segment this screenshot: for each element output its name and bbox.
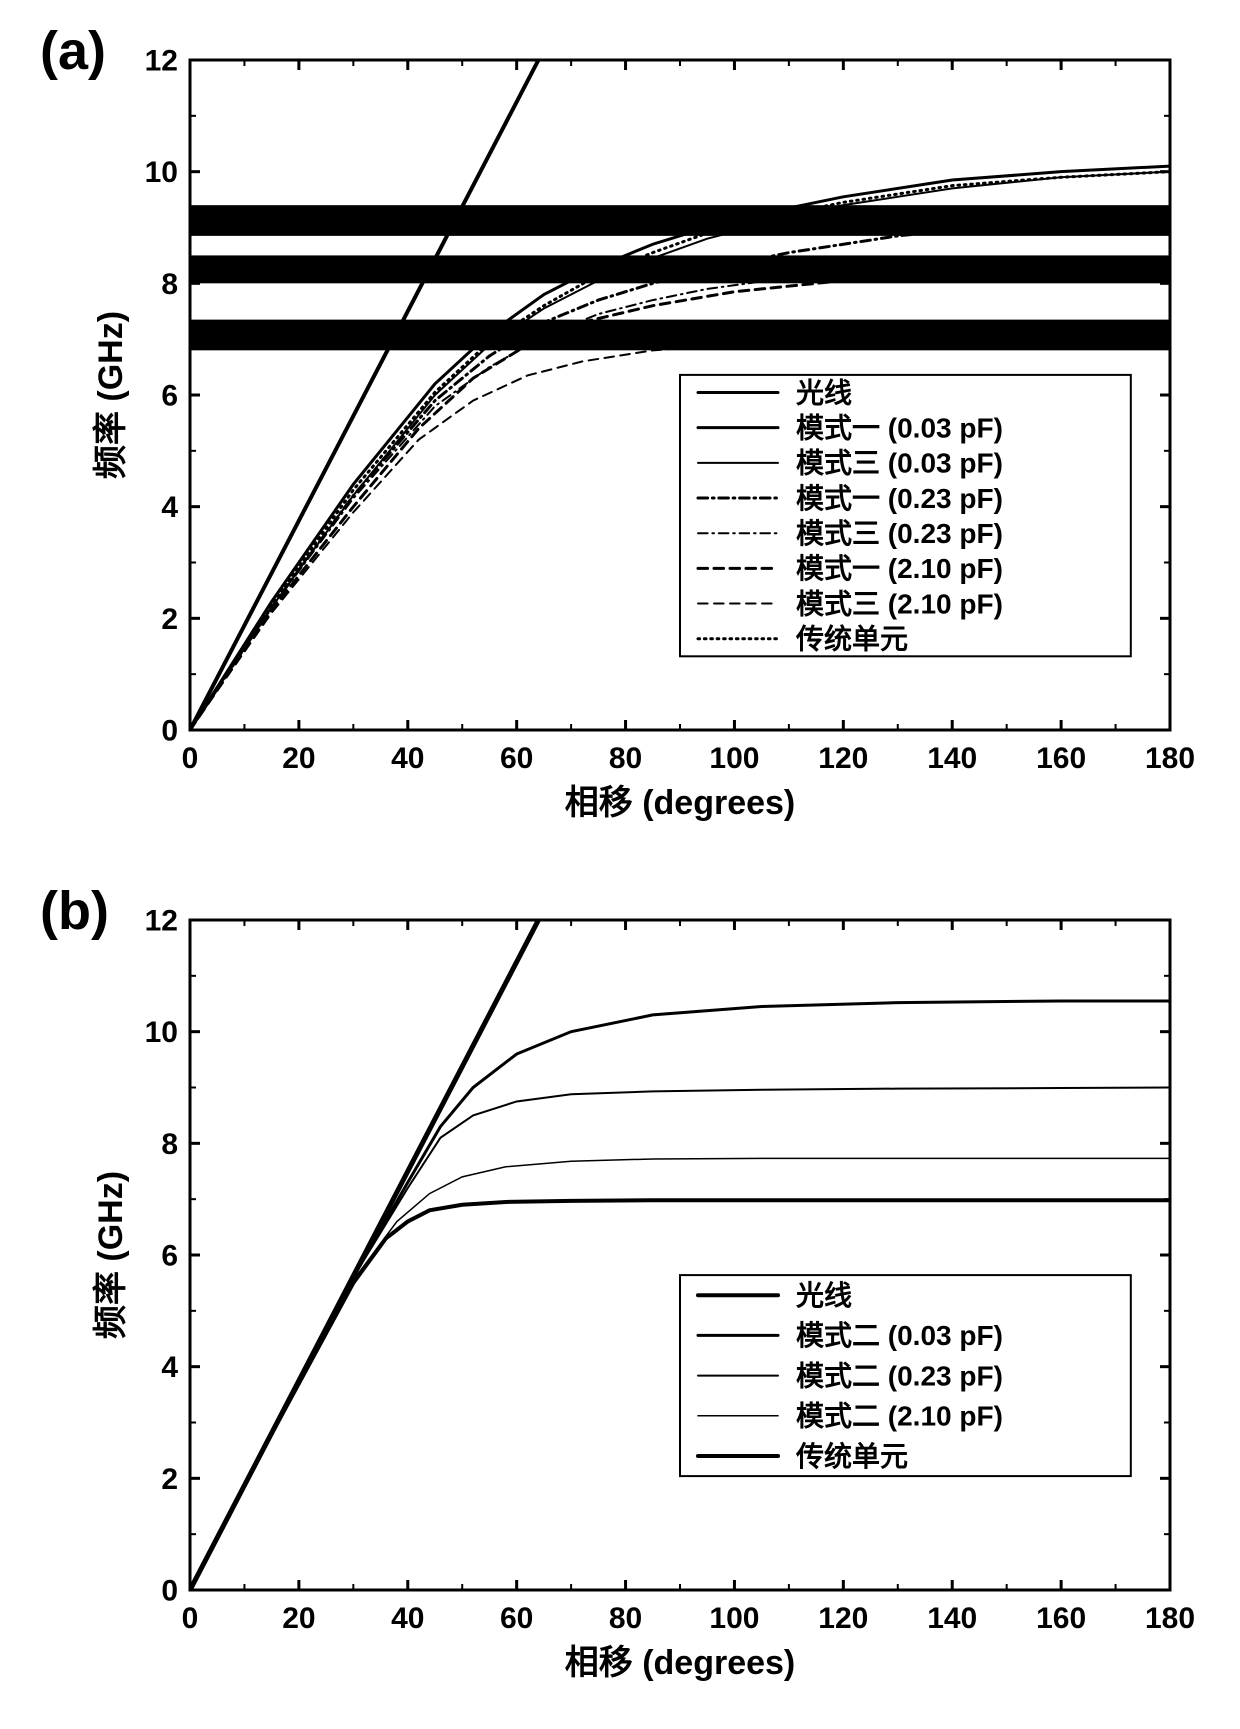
panel-b-label: (b) [40,880,109,942]
ytick-label: 12 [145,905,178,938]
legend-label: 光线 [795,1280,852,1311]
panel-b: (b) 0 20 40 60 80 100 120 140 160 180 0 2 4 6 8 10 12 相移 … [40,880,1200,1700]
ytick-label: 0 [161,715,178,748]
xtick-label: 120 [818,742,868,775]
y-axis-label: 频率 (GHz) [92,1171,130,1339]
xtick-label: 0 [182,742,199,775]
chart-b: 0 20 40 60 80 100 120 140 160 180 0 2 4 6 8 10 12 相移 (deg… [40,880,1200,1700]
xtick-label: 80 [609,1602,642,1635]
legend-label: 传统单元 [795,1440,908,1472]
xtick-label: 20 [282,1602,315,1635]
ytick-label: 12 [145,45,178,78]
legend-label: 模式三 (2.10 pF) [796,588,1003,619]
shaded-band [190,255,1170,283]
xtick-label: 160 [1036,1602,1086,1635]
ytick-label: 8 [161,268,178,301]
xtick-label: 40 [391,742,424,775]
x-axis-label: 相移 (degrees) [565,1644,796,1682]
xtick-label: 100 [709,742,759,775]
legend-label: 模式三 (0.23 pF) [796,518,1003,549]
xtick-label: 60 [500,742,533,775]
panel-a: (a) 0 20 40 60 80 100 120 140 160 180 0 2 4 6 8 10 12 相移 … [40,20,1200,840]
axis-box [190,920,1170,1590]
legend-label: 模式二 (0.03 pF) [796,1320,1003,1351]
y-axis-label: 频率 (GHz) [92,311,130,479]
legend-label: 模式二 (2.10 pF) [796,1401,1003,1432]
ytick-label: 10 [145,156,178,189]
xtick-label: 180 [1145,1602,1195,1635]
legend-label: 模式二 (0.23 pF) [796,1360,1003,1391]
ytick-label: 2 [161,1463,178,1496]
xtick-label: 40 [391,1602,424,1635]
ytick-label: 6 [161,380,178,413]
xtick-label: 0 [182,1602,199,1635]
xtick-label: 20 [282,742,315,775]
legend-label: 光线 [795,377,852,408]
shaded-band [190,205,1170,236]
ytick-label: 4 [161,1351,178,1384]
panel-a-label: (a) [40,20,106,82]
legend-label: 模式三 (0.03 pF) [796,448,1003,479]
xtick-label: 60 [500,1602,533,1635]
xtick-label: 140 [927,1602,977,1635]
ytick-label: 0 [161,1575,178,1608]
chart-a: 0 20 40 60 80 100 120 140 160 180 0 2 4 6 8 10 12 相移 (deg… [40,20,1200,840]
xtick-label: 180 [1145,742,1195,775]
page: { "global": { "bg_color": "#ffffff", "fg… [0,0,1240,1729]
legend-label: 模式一 (0.23 pF) [796,483,1003,514]
ytick-label: 8 [161,1128,178,1161]
ytick-label: 6 [161,1240,178,1273]
xtick-label: 160 [1036,742,1086,775]
ytick-label: 2 [161,603,178,636]
x-axis-label: 相移 (degrees) [565,784,796,822]
shaded-band [190,320,1170,351]
xtick-label: 100 [709,1602,759,1635]
ytick-label: 10 [145,1016,178,1049]
xtick-label: 120 [818,1602,868,1635]
xtick-label: 140 [927,742,977,775]
legend-label: 模式一 (2.10 pF) [796,553,1003,584]
ytick-label: 4 [161,491,178,524]
xtick-label: 80 [609,742,642,775]
legend-label: 传统单元 [795,623,908,655]
legend-label: 模式一 (0.03 pF) [796,412,1003,443]
